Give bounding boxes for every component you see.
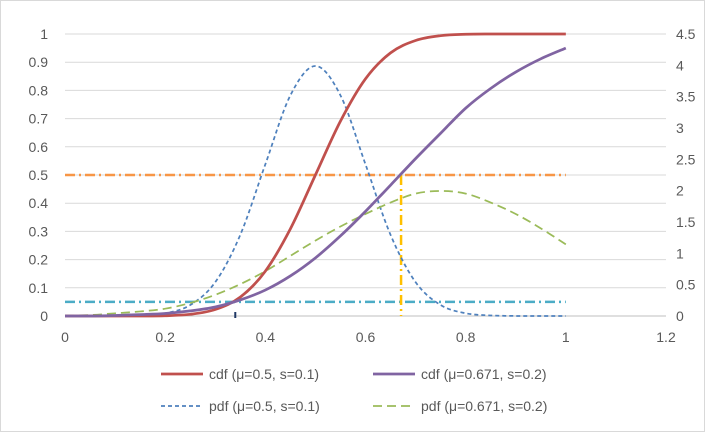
y2-tick-label: 3.5 — [676, 89, 696, 105]
y2-tick-label: 1.5 — [676, 214, 696, 230]
y-tick-label: 0.8 — [29, 82, 49, 98]
tick-labels: 0 0.1 0.2 0.3 0.4 0.5 0.6 0.7 0.8 0.9 1 0 0.5 1 1.5 2 2.… — [29, 26, 696, 345]
y-tick-label: 0.5 — [29, 167, 49, 183]
y-tick-label: 0.1 — [29, 280, 49, 296]
legend-label: pdf (μ=0.671, s=0.2) — [421, 398, 547, 414]
x-tick-label: 0.8 — [456, 329, 476, 345]
x-tick-label: 0.6 — [356, 329, 376, 345]
y-tick-label: 0.9 — [29, 54, 49, 70]
legend: cdf (μ=0.5, s=0.1) cdf (μ=0.671, s=0.2) pd… — [161, 366, 547, 414]
y2-tick-label: 1 — [676, 245, 684, 261]
x-tick-label: 1 — [562, 329, 570, 345]
series-line-3 — [64, 65, 566, 317]
y2-tick-label: 4.5 — [676, 26, 696, 42]
series-line-4 — [64, 190, 567, 317]
y-tick-label: 1 — [40, 26, 48, 42]
y2-tick-label: 0 — [676, 308, 684, 324]
y-tick-label: 0.6 — [29, 139, 49, 155]
x-tick-label: 0.4 — [256, 329, 276, 345]
series-group — [64, 32, 567, 318]
y-tick-label: 0 — [40, 308, 48, 324]
x-tick-label: 0.2 — [155, 329, 175, 345]
legend-label: cdf (μ=0.5, s=0.1) — [209, 366, 319, 382]
legend-label: cdf (μ=0.671, s=0.2) — [421, 366, 547, 382]
legend-label: pdf (μ=0.5, s=0.1) — [209, 398, 320, 414]
y-tick-label: 0.3 — [29, 223, 49, 239]
gridlines — [65, 33, 666, 289]
y2-tick-label: 2.5 — [676, 151, 696, 167]
y2-tick-label: 2 — [676, 183, 684, 199]
x-tick-label: 0 — [61, 329, 69, 345]
y-tick-label: 0.7 — [29, 111, 49, 127]
reference-lines — [65, 173, 566, 318]
series-line-1 — [65, 32, 566, 318]
x-tick-label: 1.2 — [656, 329, 676, 345]
y2-tick-label: 0.5 — [676, 277, 696, 293]
y2-tick-label: 4 — [676, 57, 684, 73]
y-tick-label: 0.2 — [29, 252, 49, 268]
series-line-2 — [64, 46, 567, 318]
y2-tick-label: 3 — [676, 120, 684, 136]
y-tick-label: 0.4 — [29, 195, 49, 211]
